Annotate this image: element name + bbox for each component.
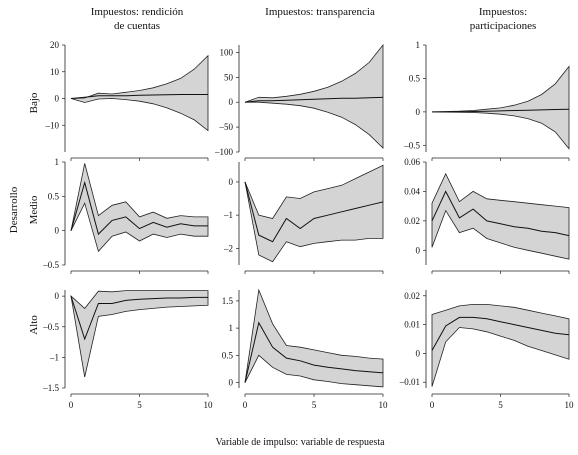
y-tick-label: 10	[50, 67, 60, 77]
y-tick-label: 100	[220, 47, 234, 57]
confidence-band	[431, 172, 570, 260]
y-tick-label: 0	[55, 226, 60, 236]
y-tick-label: 0.01	[404, 320, 420, 330]
x-tick-label: 5	[137, 400, 142, 410]
y-tick-label: –0.01	[399, 377, 420, 387]
row-label-desarrollo: Desarrollo	[8, 186, 20, 233]
y-tick-label: –0.5	[42, 260, 59, 270]
confidence-band	[431, 65, 570, 150]
x-tick-label: 5	[498, 400, 503, 410]
y-tick-label: –50	[219, 122, 234, 132]
response-line	[244, 96, 384, 103]
column-title-1-line-2: de cuentas	[114, 20, 160, 32]
y-tick-label: 0	[55, 94, 60, 104]
column-title-3-line-1: Impuestos:	[479, 6, 527, 18]
response-line	[70, 94, 208, 99]
y-tick-label: 1	[229, 323, 234, 333]
y-tick-label: –1	[49, 352, 59, 362]
response-line	[432, 108, 570, 113]
y-tick-label: –10	[45, 120, 60, 130]
y-tick-label: –0.5	[42, 322, 59, 332]
y-tick-label: 0.5	[222, 350, 234, 360]
y-tick-label: 0.5	[48, 191, 60, 201]
response-line	[70, 180, 208, 236]
footer-caption: Variable de impulso: variable de respues…	[215, 437, 385, 448]
panel-1-2: –100 –50 0 50 100	[214, 43, 384, 161]
panel-2-2: –2 –1 0	[223, 162, 384, 274]
response-line	[70, 295, 208, 341]
x-tick-label: 5	[312, 400, 317, 410]
confidence-band	[244, 164, 384, 263]
row-label-alto: Alto	[28, 315, 40, 335]
x-tick-label: 0	[243, 400, 248, 410]
response-line	[244, 181, 384, 243]
confidence-band	[244, 288, 384, 388]
y-tick-label: 1.5	[222, 296, 234, 306]
y-tick-label: 0	[229, 97, 234, 107]
y-tick-label: 0	[55, 291, 60, 301]
x-tick-label: 10	[565, 400, 575, 410]
response-line	[431, 190, 570, 237]
x-tick-label: 0	[69, 400, 74, 410]
row-labels: Bajo Desarrollo Medio Alto	[8, 92, 40, 335]
column-titles: Impuestos: rendición de cuentas Impuesto…	[91, 6, 537, 32]
y-tick-label: 0	[416, 245, 421, 255]
y-tick-label: 50	[224, 72, 234, 82]
response-line	[244, 321, 384, 383]
column-title-3-line-2: participaciones	[470, 20, 537, 32]
y-tick-label: 0	[229, 378, 234, 388]
confidence-band	[70, 290, 209, 378]
panel-2-1: –0.5 0 0.5 1	[42, 157, 209, 274]
y-tick-label: 1	[55, 157, 60, 167]
response-line	[431, 316, 570, 351]
chart-panels: –1001020–100–50050100–0.500.51–0.500.51–…	[42, 40, 574, 410]
y-tick-label: 0.5	[409, 73, 421, 83]
y-tick-label: –0.5	[403, 140, 420, 150]
confidence-band	[244, 43, 384, 149]
panel-3-3: –0.01 0 0.01 0.02 0 5 10	[399, 290, 574, 410]
y-tick-label: 0.06	[404, 157, 420, 167]
column-title-2-line-1: Impuestos: transparencia	[265, 6, 375, 18]
confidence-band	[70, 54, 209, 132]
y-tick-label: 0.02	[404, 216, 420, 226]
y-tick-label: –1.5	[42, 383, 59, 393]
panel-1-3: –0.5 0 0.5 1	[403, 40, 570, 161]
confidence-band	[431, 304, 570, 387]
panel-3-2: 0 0.5 1 1.5 0 5 10	[222, 288, 389, 410]
row-label-bajo: Bajo	[28, 92, 40, 113]
x-tick-label: 10	[379, 400, 389, 410]
y-tick-label: 0	[416, 107, 421, 117]
panel-2-3: 0 0.02 0.04 0.06	[404, 157, 570, 274]
row-label-medio: Medio	[28, 195, 40, 224]
y-tick-label: 0.02	[404, 291, 420, 301]
y-tick-label: 0	[416, 348, 421, 358]
y-tick-label: 1	[416, 40, 421, 50]
y-tick-label: 20	[50, 40, 60, 50]
panel-3-1: –1.5 –1 –0.5 0 0 5 10	[42, 290, 213, 410]
y-tick-label: –2	[223, 243, 233, 253]
confidence-band	[70, 163, 209, 253]
panel-1-1: –10 0 10 20	[45, 40, 209, 161]
x-tick-label: 10	[204, 400, 214, 410]
y-tick-label: –100	[214, 147, 234, 157]
column-title-1-line-1: Impuestos: rendición	[91, 6, 184, 18]
y-tick-label: –1	[223, 210, 233, 220]
x-tick-label: 0	[430, 400, 435, 410]
y-tick-label: 0	[229, 177, 234, 187]
y-tick-label: 0.04	[404, 186, 420, 196]
